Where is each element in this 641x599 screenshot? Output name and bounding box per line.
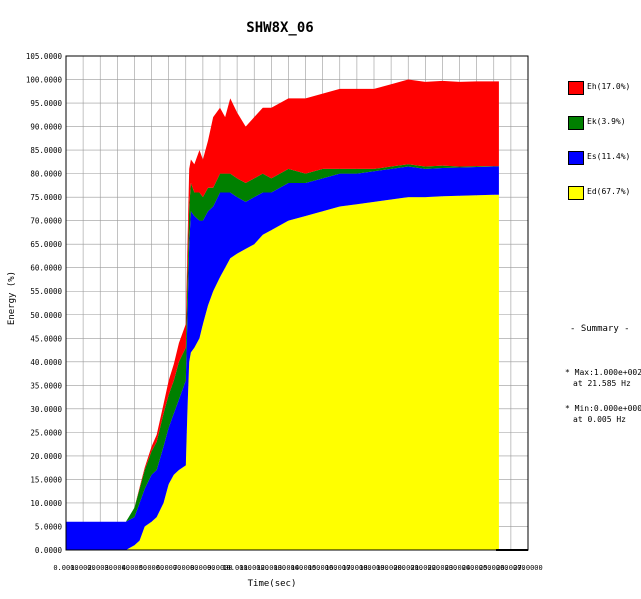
y-axis-label: Energy (%) xyxy=(7,271,17,325)
x-tick-label: 1.0000 xyxy=(70,564,95,572)
x-tick-label: 18.0000 xyxy=(359,564,389,572)
y-tick-label: 80.0000 xyxy=(30,170,62,179)
y-tick-label: 50.0000 xyxy=(30,311,62,320)
y-tick-label: 70.0000 xyxy=(30,217,62,226)
x-tick-label: 21.0000 xyxy=(411,564,441,572)
x-tick-label: 13.0000 xyxy=(274,564,304,572)
summary-max-at: at 21.585 Hz xyxy=(573,379,631,388)
y-tick-label: 105.0000 xyxy=(26,52,63,61)
x-tick-label: 27.0000 xyxy=(513,564,543,572)
x-tick-label: 4.0000 xyxy=(122,564,147,572)
y-tick-label: 85.0000 xyxy=(30,146,62,155)
x-tick-label: 8.0000 xyxy=(190,564,215,572)
x-tick-label: 17.0000 xyxy=(342,564,372,572)
legend-swatch-ed xyxy=(568,186,584,200)
area-eh xyxy=(66,79,499,522)
y-tick-label: 95.0000 xyxy=(30,99,62,108)
x-tick-label: 24.0000 xyxy=(462,564,492,572)
x-tick-label: 6.0000 xyxy=(156,564,181,572)
x-tick-label: 12.0000 xyxy=(257,564,287,572)
legend-swatch-ek xyxy=(568,116,584,130)
legend-label-eh: Eh(17.0%) xyxy=(587,82,631,91)
y-tick-label: 75.0000 xyxy=(30,193,62,202)
x-tick-label: 5.0000 xyxy=(139,564,164,572)
y-tick-label: 35.0000 xyxy=(30,381,62,390)
y-tick-label: 25.0000 xyxy=(30,428,62,437)
x-tick-label: 11.0000 xyxy=(239,564,269,572)
legend-label-es: Es(11.4%) xyxy=(587,152,631,161)
y-tick-labels: 0.0000 5.0000 10.0000 15.0000 20.0000 25.0000… xyxy=(26,52,63,555)
y-tick-label: 20.0000 xyxy=(30,452,62,461)
x-tick-label: 10.0000 xyxy=(222,564,252,572)
x-tick-label: 23.0000 xyxy=(445,564,475,572)
plot-areas xyxy=(66,79,499,551)
x-tick-label: 22.0000 xyxy=(428,564,458,572)
summary-heading: - Summary - xyxy=(570,324,630,334)
x-tick-label: 26.0000 xyxy=(496,564,526,572)
x-tick-label: 7.0000 xyxy=(173,564,198,572)
x-tick-label: 3.0000 xyxy=(105,564,130,572)
legend-swatch-es xyxy=(568,151,584,165)
x-tick-label: 0.0000 xyxy=(53,564,78,572)
y-tick-label: 15.0000 xyxy=(30,475,62,484)
x-axis-label: Time(sec) xyxy=(248,579,297,589)
x-tick-label: 9.0000 xyxy=(207,564,232,572)
y-tick-label: 55.0000 xyxy=(30,287,62,296)
y-tick-label: 90.0000 xyxy=(30,123,62,132)
area-es xyxy=(66,166,499,551)
chart-title: SHW8X_06 xyxy=(246,20,313,36)
x-tick-label: 19.0000 xyxy=(376,564,406,572)
y-tick-label: 40.0000 xyxy=(30,358,62,367)
y-tick-label: 5.0000 xyxy=(35,522,63,531)
summary-min: * Min:0.000e+000 xyxy=(565,404,641,413)
summary-min-at: at 0.005 Hz xyxy=(573,415,626,424)
y-tick-label: 65.0000 xyxy=(30,240,62,249)
x-tick-label: 14.0000 xyxy=(291,564,321,572)
x-tick-label: 2.0000 xyxy=(88,564,113,572)
x-tick-label: 20.0000 xyxy=(393,564,423,572)
legend-label-ek: Ek(3.9%) xyxy=(587,117,626,126)
plot-frame xyxy=(65,55,529,551)
y-tick-label: 60.0000 xyxy=(30,264,62,273)
y-tick-label: 10.0000 xyxy=(30,499,62,508)
x-tick-label: 16.0000 xyxy=(325,564,355,572)
y-tick-label: 100.0000 xyxy=(26,76,63,85)
summary-max: * Max:1.000e+002 xyxy=(565,368,641,377)
x-tick-labels: 0.00001.00002.00003.00004.00005.00006.00… xyxy=(53,564,542,572)
area-ed xyxy=(66,194,499,551)
legend-label-ed: Ed(67.7%) xyxy=(587,187,631,196)
x-tick-label: 25.0000 xyxy=(479,564,509,572)
y-tick-label: 30.0000 xyxy=(30,405,62,414)
legend-swatch-eh xyxy=(568,81,584,95)
y-tick-label: 45.0000 xyxy=(30,334,62,343)
x-tick-label: 15.0000 xyxy=(308,564,338,572)
y-tick-label: 0.0000 xyxy=(35,546,63,555)
